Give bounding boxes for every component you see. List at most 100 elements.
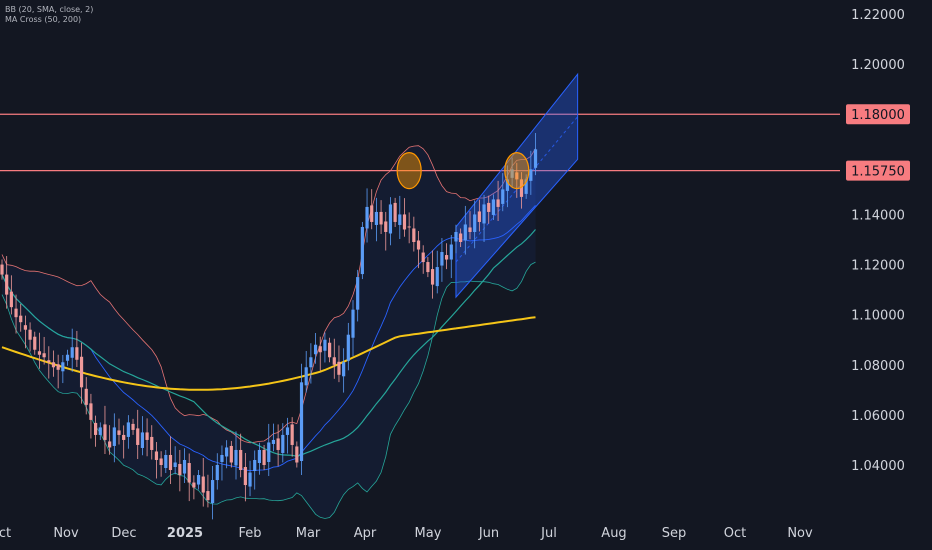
horizontal-levels [0, 113, 840, 172]
candle-body [426, 262, 430, 273]
candle-body [178, 463, 182, 476]
candle-body [19, 315, 23, 323]
candle-body [225, 447, 229, 457]
candle-body [0, 264, 4, 275]
candle-body [416, 240, 421, 250]
y-tick-label: 1.14000 [851, 208, 905, 223]
candle-body [192, 482, 196, 488]
candle-body [206, 491, 210, 501]
candle-body [365, 206, 369, 229]
candle-body [117, 430, 121, 435]
candle-body [23, 325, 27, 330]
candle-body [211, 480, 215, 504]
x-tick-label: 2025 [167, 526, 203, 541]
candle-body [487, 202, 491, 212]
candle-body [79, 356, 84, 388]
candle-body [145, 432, 149, 440]
y-axis: 1.18000 1.15750 1.22000 1.20000 1.14000 1.120… [846, 8, 910, 474]
x-tick-label: Nov [53, 526, 79, 541]
candle-body [295, 446, 299, 463]
x-axis: ct Nov Dec 2025 Feb Mar Apr May Jun Jul Aug Sep Oct N… [0, 526, 813, 541]
level-badge-1 [846, 160, 910, 181]
bollinger-band-area [2, 145, 536, 519]
candle-body [379, 211, 383, 225]
x-tick-label: May [415, 526, 442, 541]
level-label-0: 1.18000 [851, 108, 905, 123]
candle-body [61, 362, 65, 372]
x-tick-label: Oct [724, 526, 746, 541]
candle-body [468, 227, 472, 232]
candle-body [421, 252, 425, 263]
candle-body [529, 169, 533, 181]
candle-body [150, 436, 154, 450]
candle-body [374, 211, 378, 225]
candle-body [491, 199, 495, 215]
candle-body [182, 459, 187, 474]
candle-body [9, 291, 13, 308]
candle-body [482, 204, 486, 224]
candle-body [473, 214, 477, 232]
candle-body [328, 342, 332, 358]
y-tick-label: 1.20000 [851, 58, 905, 73]
candle-body [323, 339, 327, 351]
candle-body [262, 449, 266, 465]
candle-body [398, 214, 402, 225]
y-tick-label: 1.10000 [851, 309, 905, 324]
candle-body [304, 367, 308, 386]
candle-body [14, 308, 18, 318]
candle-body [533, 149, 538, 168]
channel-mid-line [455, 116, 579, 263]
candle-body [519, 179, 524, 197]
x-tick-label: Mar [296, 526, 321, 541]
candle-body [75, 347, 79, 360]
candle-body [168, 454, 173, 471]
candle-body [98, 427, 102, 435]
bb-fill [2, 145, 536, 519]
candle-body [65, 354, 70, 361]
candle-body [33, 336, 37, 350]
candle-body [337, 361, 341, 375]
x-tick-label: Apr [354, 526, 377, 541]
x-tick-label: Jul [540, 526, 557, 541]
candle-body [122, 434, 126, 440]
x-tick-label: Dec [111, 526, 136, 541]
candle-body [496, 199, 500, 207]
candle-body [234, 449, 238, 466]
candle-body [5, 274, 9, 295]
candle-body [94, 422, 98, 435]
candle-body [524, 179, 528, 194]
candle-body [37, 351, 42, 355]
candle-body [136, 428, 140, 445]
candle-body [510, 169, 514, 178]
candle-body [412, 228, 416, 243]
candle-body [449, 244, 453, 260]
candle-body [28, 329, 32, 340]
candle-body [290, 424, 294, 445]
candle-body [388, 204, 393, 234]
x-tick-label: ct [0, 526, 11, 541]
candle-body [384, 221, 388, 232]
candle-body [267, 442, 271, 462]
candle-body [356, 277, 360, 310]
y-tick-label: 1.22000 [851, 8, 905, 23]
candle-body [351, 309, 355, 338]
candle-body [70, 347, 74, 358]
candle-body [173, 462, 177, 468]
candle-body [56, 364, 60, 370]
candle-body [463, 224, 467, 241]
candle-body [346, 334, 350, 361]
candle-body [220, 454, 224, 462]
candle-body [435, 267, 439, 287]
candle-body [309, 357, 313, 368]
candle-body [445, 255, 449, 260]
candle-body [103, 424, 107, 440]
candle-body [84, 388, 88, 405]
x-tick-label: Jun [478, 526, 499, 541]
candle-body [89, 403, 93, 420]
highlight-circle-1 [504, 151, 530, 190]
candle-body [313, 344, 318, 355]
candle-body [215, 465, 219, 481]
candle-body [239, 449, 243, 471]
candle-body [42, 353, 46, 358]
